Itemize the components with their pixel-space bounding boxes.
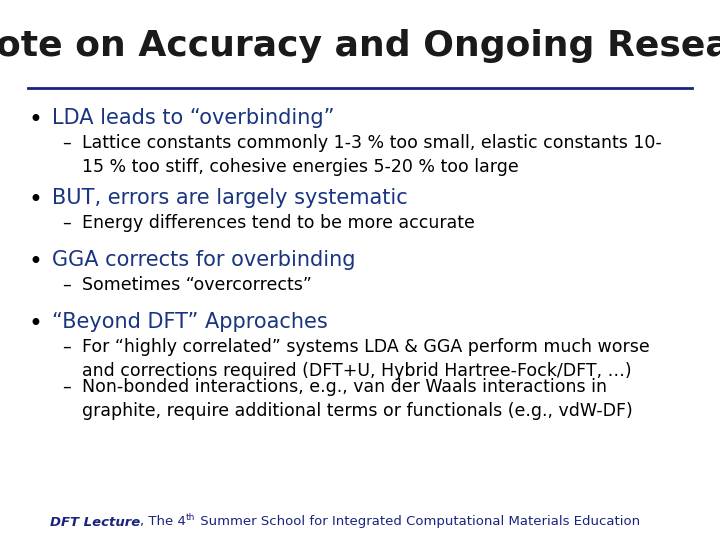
Text: Non-bonded interactions, e.g., van der Waals interactions in
graphite, require a: Non-bonded interactions, e.g., van der W… bbox=[82, 378, 633, 420]
Text: th: th bbox=[186, 512, 196, 522]
Text: –: – bbox=[62, 338, 71, 356]
Text: , The 4: , The 4 bbox=[140, 516, 186, 529]
Text: Sometimes “overcorrects”: Sometimes “overcorrects” bbox=[82, 276, 312, 294]
Text: Lattice constants commonly 1-3 % too small, elastic constants 10-
15 % too stiff: Lattice constants commonly 1-3 % too sma… bbox=[82, 134, 662, 176]
Text: •: • bbox=[28, 188, 42, 212]
Text: A Note on Accuracy and Ongoing Research: A Note on Accuracy and Ongoing Research bbox=[0, 29, 720, 63]
Text: •: • bbox=[28, 108, 42, 132]
Text: •: • bbox=[28, 250, 42, 274]
Text: –: – bbox=[62, 134, 71, 152]
Text: –: – bbox=[62, 276, 71, 294]
Text: GGA corrects for overbinding: GGA corrects for overbinding bbox=[52, 250, 356, 270]
Text: BUT, errors are largely systematic: BUT, errors are largely systematic bbox=[52, 188, 408, 208]
Text: Summer School for Integrated Computational Materials Education: Summer School for Integrated Computation… bbox=[196, 516, 639, 529]
Text: –: – bbox=[62, 378, 71, 396]
Text: Energy differences tend to be more accurate: Energy differences tend to be more accur… bbox=[82, 214, 475, 232]
Text: LDA leads to “overbinding”: LDA leads to “overbinding” bbox=[52, 108, 335, 128]
Text: DFT Lecture: DFT Lecture bbox=[50, 516, 140, 529]
Text: For “highly correlated” systems LDA & GGA perform much worse
and corrections req: For “highly correlated” systems LDA & GG… bbox=[82, 338, 649, 380]
Text: –: – bbox=[62, 214, 71, 232]
Text: “Beyond DFT” Approaches: “Beyond DFT” Approaches bbox=[52, 312, 328, 332]
Text: •: • bbox=[28, 312, 42, 336]
